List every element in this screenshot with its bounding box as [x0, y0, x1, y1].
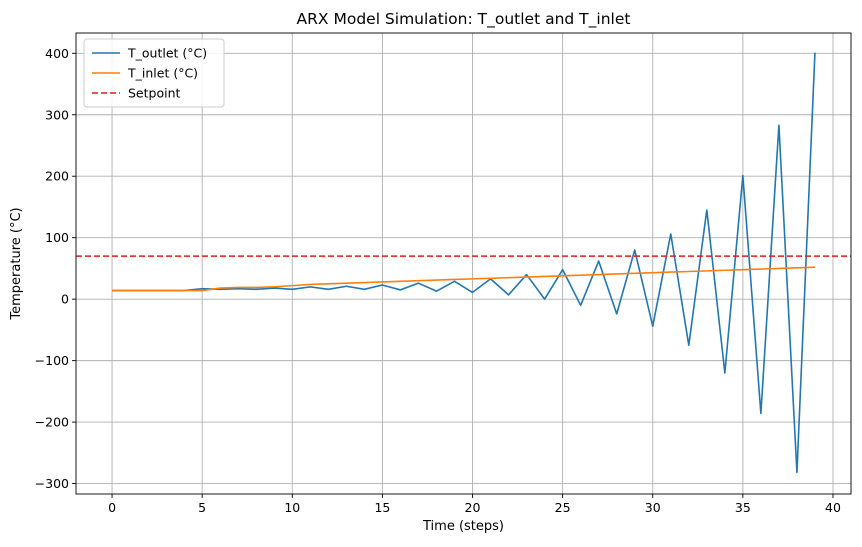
legend-setpoint-label: Setpoint	[128, 86, 181, 101]
x-tick-label: 25	[555, 500, 571, 515]
legend-t-outlet-c: T_outlet (°C)	[92, 46, 207, 61]
plot-frame	[75, 32, 852, 495]
legend-t-inlet-c-label: T_inlet (°C)	[127, 66, 198, 81]
y-tick-label: 400	[45, 46, 69, 61]
x-tick-label: 30	[645, 500, 661, 515]
chart-title: ARX Model Simulation: T_outlet and T_inl…	[297, 10, 631, 29]
y-tick-label: −100	[35, 353, 69, 368]
x-axis-label: Time (steps)	[422, 519, 504, 534]
grid	[76, 33, 851, 494]
x-tick-label: 0	[108, 500, 116, 515]
x-tick-label: 5	[198, 500, 206, 515]
ticks: 0 5 10 15 20 25 30 35 40 −300 −200 −100 0 100 200 300 40…	[35, 46, 841, 515]
y-axis-label: Temperature (°C)	[9, 207, 24, 320]
y-tick-label: −300	[35, 476, 69, 491]
legend: T_outlet (°C) T_inlet (°C) Setpoint	[83, 38, 225, 108]
legend-setpoint: Setpoint	[92, 86, 181, 101]
series-layer	[76, 52, 851, 474]
y-tick-label: 0	[61, 292, 69, 307]
legend-box	[83, 38, 225, 108]
x-tick-label: 15	[374, 500, 390, 515]
series-t-inlet-c-line	[112, 266, 815, 292]
legend-t-outlet-c-label: T_outlet (°C)	[127, 46, 207, 61]
y-tick-label: 200	[45, 169, 69, 184]
x-tick-label: 10	[284, 500, 300, 515]
x-tick-label: 20	[465, 500, 481, 515]
x-tick-label: 35	[735, 500, 751, 515]
x-tick-label: 40	[825, 500, 841, 515]
y-tick-label: −200	[35, 415, 69, 430]
y-tick-label: 100	[45, 230, 69, 245]
y-tick-label: 300	[45, 107, 69, 122]
legend-t-inlet-c: T_inlet (°C)	[92, 66, 198, 81]
series-t-outlet-c-line	[112, 52, 816, 474]
